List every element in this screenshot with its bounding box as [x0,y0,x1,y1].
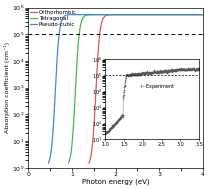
X-axis label: Photon energy (eV): Photon energy (eV) [82,178,149,185]
Orthorhombic [132,13,134,16]
Orthorhombic [94,108,96,110]
Orthorhombic [171,13,173,16]
Line: Pseudo-cubic: Pseudo-cubic [48,15,203,163]
Line: Tetragonal: Tetragonal [69,15,203,163]
Legend: Orthorhombic, Tetragonal, Pseudo-cubic: Orthorhombic, Tetragonal, Pseudo-cubic [30,9,77,27]
Orthorhombic [201,13,204,16]
Tetragonal [201,13,204,16]
Tetragonal [157,13,160,16]
Orthorhombic [157,13,160,16]
Pseudo-cubic [157,13,160,16]
Tetragonal [171,13,173,16]
Pseudo-cubic [132,13,134,16]
Orthorhombic [140,13,143,16]
Pseudo-cubic [94,13,96,16]
Pseudo-cubic [171,13,173,16]
Pseudo-cubic [201,13,204,16]
Line: Orthorhombic: Orthorhombic [89,15,203,163]
Tetragonal [94,14,96,16]
Pseudo-cubic [59,27,61,29]
Pseudo-cubic [140,13,143,16]
Tetragonal [140,13,143,16]
Y-axis label: Absorption coefficient (cm⁻¹): Absorption coefficient (cm⁻¹) [4,42,10,133]
Tetragonal [132,13,134,16]
